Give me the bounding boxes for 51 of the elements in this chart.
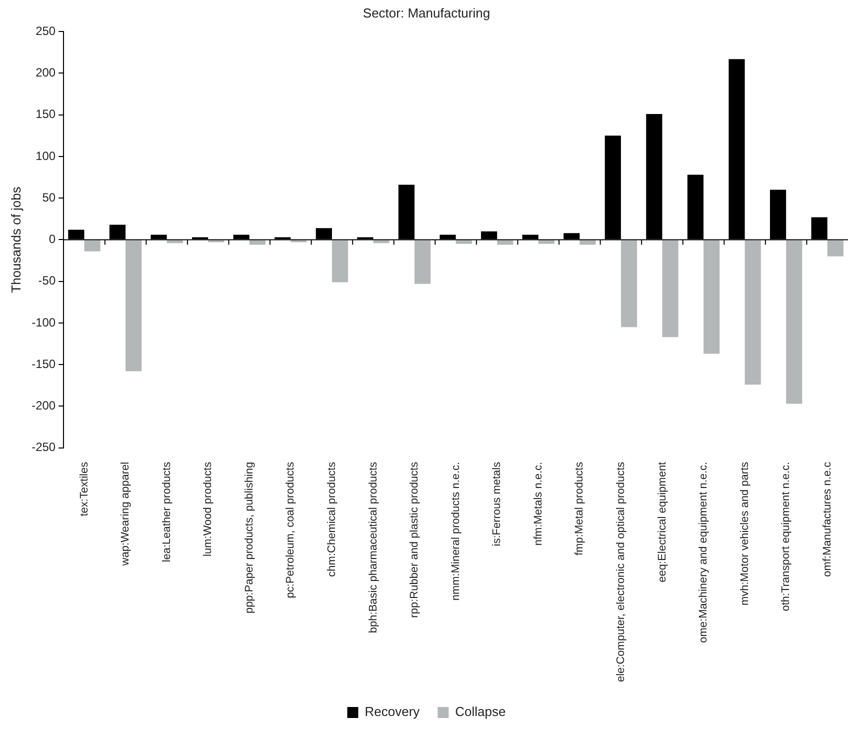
x-tick-label: rpp:Rubber and plastic products [408, 461, 421, 618]
x-tick-label: pc:Petroleum, coal products [284, 461, 297, 598]
y-tick-label: 50 [42, 190, 56, 204]
bar [84, 240, 100, 252]
x-tick-label: oth:Transport equipment n.e.c. [780, 462, 792, 612]
x-tick-label: mvh:Motor vehicles and parts [738, 461, 751, 606]
y-tick-label: 150 [36, 107, 56, 122]
bar [126, 240, 142, 372]
x-tick-label: nmm:Mineral products n.e.c. [450, 462, 462, 601]
bar [704, 240, 720, 354]
x-tick-label: ome:Machinery and equipment n.e.c. [698, 462, 710, 643]
x-tick-label: nfm:Metals n.e.c. [532, 462, 544, 546]
bar [538, 240, 554, 244]
bar [414, 240, 431, 284]
x-tick-label: ppp:Paper products, publishing [243, 462, 256, 614]
bar [744, 240, 761, 385]
x-tick-label: tex:Textiles [78, 461, 90, 516]
bar [373, 240, 390, 244]
x-tick-label: omf:Manufactures n.e.c [821, 461, 834, 577]
bar [786, 240, 802, 404]
x-tick-label: is:Ferrous metals [491, 461, 504, 546]
x-tick-label: wap:Wearing apparel [120, 462, 132, 567]
bar [580, 240, 596, 245]
x-tick-label: ele:Computer, electronic and optical products [614, 461, 627, 682]
y-tick-label: 100 [36, 148, 56, 163]
bar [662, 240, 678, 338]
y-tick-label: -50 [38, 274, 56, 288]
bar [827, 240, 844, 256]
x-tick-label: bph:Basic pharmaceutical products [367, 461, 380, 634]
bar [249, 240, 266, 245]
x-tick-label: eeq:Electrical equipment [656, 462, 668, 582]
x-tick-label: fmp:Metal products [574, 461, 586, 556]
x-tick-label: chm:Chemical products [326, 461, 338, 577]
y-tick-label: -200 [32, 398, 56, 413]
bar [166, 240, 183, 244]
bar [620, 240, 638, 328]
y-tick-label: -150 [32, 356, 56, 371]
y-tick-label: 250 [36, 24, 56, 38]
x-tick-label: lea:Leather products [160, 461, 173, 562]
y-tick-label: -250 [32, 440, 56, 454]
y-axis-title: Thousands of jobs [8, 186, 24, 293]
chart-title: Sector: Manufacturing [362, 5, 490, 20]
legend-label: Recovery [364, 704, 420, 720]
y-tick-label: 0 [48, 232, 56, 246]
bar [456, 240, 472, 244]
x-tick-label: lum:Wood products [202, 461, 214, 556]
y-tick-label: -100 [32, 315, 56, 330]
bar [497, 240, 514, 245]
legend-label: Collapse [455, 704, 506, 720]
bar [332, 240, 348, 282]
y-tick-label: 200 [36, 66, 56, 80]
